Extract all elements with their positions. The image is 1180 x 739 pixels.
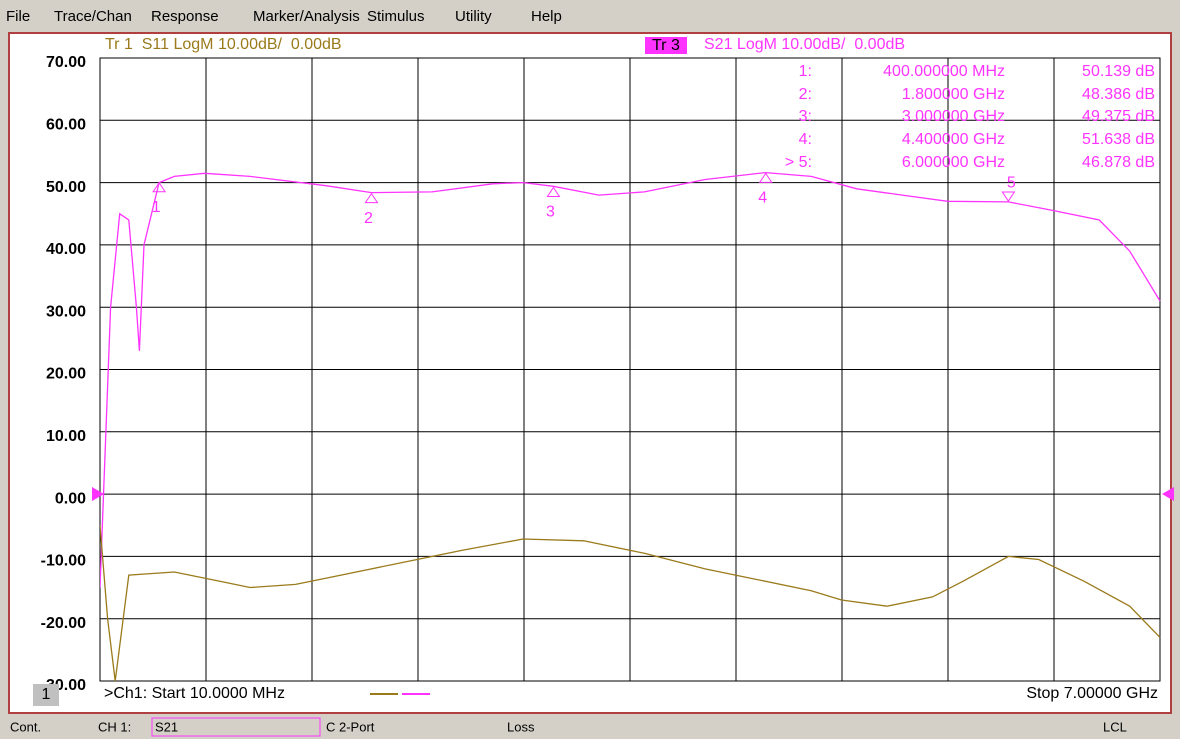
channel-box xyxy=(33,684,59,706)
marker-triangle xyxy=(758,172,773,183)
y-tick-label: 30.00 xyxy=(46,303,86,320)
menu-bar xyxy=(0,0,1180,30)
traces xyxy=(100,171,1161,682)
marker-triangle xyxy=(364,192,379,204)
y-tick-label: -10.00 xyxy=(41,553,86,570)
readout-id: 3: xyxy=(799,108,812,125)
marker-triangle xyxy=(546,186,561,197)
readout-value: 50.139 dB xyxy=(1082,63,1155,80)
y-tick-label: -20.00 xyxy=(41,615,86,632)
trace-header: S21 LogM 10.00dB/ 0.00dB xyxy=(704,36,905,53)
marker-number: 3 xyxy=(546,204,555,221)
menu-item[interactable]: Trace/Chan xyxy=(54,8,132,25)
readout-value: 46.878 dB xyxy=(1082,154,1155,171)
menu-item[interactable]: File xyxy=(6,8,30,25)
menu-item[interactable]: Stimulus xyxy=(367,8,425,25)
marker-number: 2 xyxy=(364,210,373,227)
readout-freq: 3.000000 GHz xyxy=(902,108,1005,125)
readout-id: 1: xyxy=(799,63,812,80)
readout-value: 49.375 dB xyxy=(1082,108,1155,125)
readout-value: 51.638 dB xyxy=(1082,131,1155,148)
channel-number: 1 xyxy=(42,686,51,703)
stop-label: Stop 7.00000 GHz xyxy=(1026,685,1158,702)
y-tick-label: 70.00 xyxy=(46,54,86,71)
trace-tag: Tr 3 xyxy=(652,37,680,54)
status-mode: Cont. xyxy=(10,719,41,734)
menu-item[interactable]: Utility xyxy=(455,8,492,25)
marker-number: 5 xyxy=(1007,174,1016,191)
y-tick-label: 60.00 xyxy=(46,117,86,134)
markers: 1 1: 400.000000 MHz 50.139 dB 2 2: 1.800000 GH… xyxy=(152,63,1155,227)
marker-triangle xyxy=(1001,191,1016,202)
readout-freq: 4.400000 GHz xyxy=(902,131,1005,148)
menu-item[interactable]: Help xyxy=(531,8,562,25)
status-param: S21 xyxy=(155,719,178,734)
start-label: >Ch1: Start 10.0000 MHz xyxy=(104,685,285,702)
readout-freq: 400.000000 MHz xyxy=(883,63,1005,80)
grid: 70.00 60.00 50.00 40.00 30.00 20.00 10.00 0.00 -… xyxy=(41,54,1160,694)
menu-item[interactable]: Response xyxy=(151,8,219,25)
ref-arrow xyxy=(1162,487,1174,501)
status-loss: Loss xyxy=(507,719,535,734)
ref-arrow xyxy=(92,487,104,501)
marker-number: 1 xyxy=(152,199,161,216)
readout-id: 4: xyxy=(799,131,812,148)
trace-line xyxy=(100,525,1161,682)
param-field[interactable] xyxy=(151,717,321,737)
status-cal: C 2-Port xyxy=(326,719,375,734)
status-lcl: LCL xyxy=(1103,719,1127,734)
readout-value: 48.386 dB xyxy=(1082,86,1155,103)
y-tick-label: 0.00 xyxy=(55,490,86,507)
trace-line xyxy=(100,171,1161,588)
menu: File Trace/Chan Response Marker/Analysis Sti… xyxy=(6,8,562,25)
menu-item[interactable]: Marker/Analysis xyxy=(253,8,360,25)
y-tick-label: 20.00 xyxy=(46,366,86,383)
readout-id: 2: xyxy=(799,86,812,103)
status-ch: CH 1: xyxy=(98,719,131,734)
trace-tag-bg xyxy=(645,37,687,54)
y-tick-label: 50.00 xyxy=(46,179,86,196)
trace-header: Tr 1 S11 LogM 10.00dB/ 0.00dB xyxy=(105,36,342,53)
readout-id: > 5: xyxy=(785,154,812,171)
y-tick-label: 40.00 xyxy=(46,241,86,258)
marker-triangle xyxy=(152,181,167,193)
readout-freq: 1.800000 GHz xyxy=(902,86,1005,103)
marker-number: 4 xyxy=(758,190,767,207)
readout-freq: 6.000000 GHz xyxy=(902,154,1005,171)
y-tick-label: 10.00 xyxy=(46,428,86,445)
